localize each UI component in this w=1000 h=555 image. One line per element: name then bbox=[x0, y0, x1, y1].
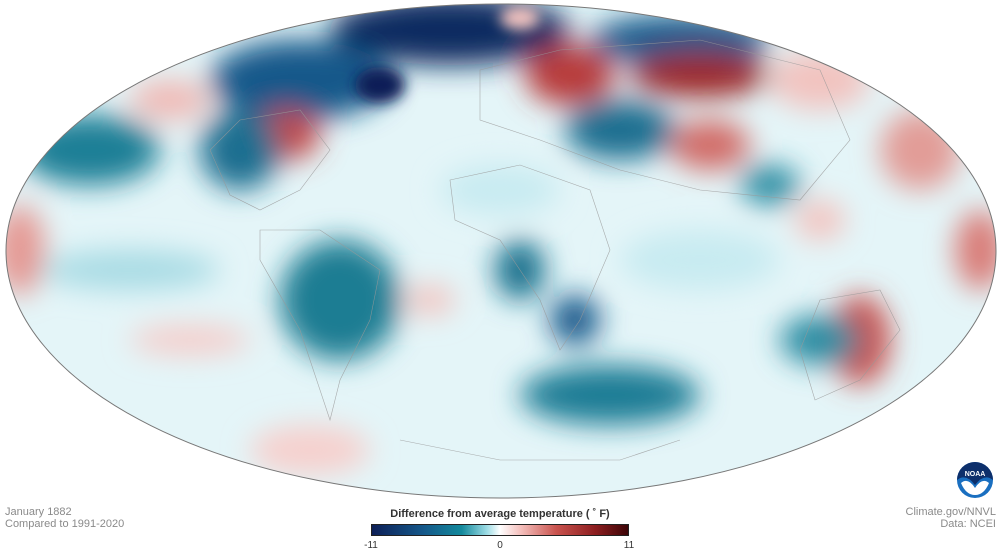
baseline-period: Compared to 1991-2020 bbox=[5, 518, 125, 530]
map-caption: January 1882 Compared to 1991-2020 bbox=[5, 506, 124, 530]
credits: Climate.gov/NNVL Data: NCEI bbox=[906, 506, 996, 530]
map-date: January 1882 bbox=[5, 506, 72, 518]
anomaly-field bbox=[6, 4, 996, 475]
temperature-anomaly-map bbox=[5, 3, 997, 499]
legend-min: -11 bbox=[364, 540, 378, 551]
legend-max: 11 bbox=[623, 540, 635, 551]
noaa-logo-text: NOAA bbox=[965, 471, 986, 478]
legend-mid: 0 bbox=[497, 540, 503, 551]
source-credit: Climate.gov/NNVL bbox=[905, 506, 996, 518]
country-borders bbox=[209, 39, 901, 461]
legend-colorbar bbox=[371, 524, 629, 536]
data-credit: Data: NCEI bbox=[940, 518, 996, 530]
globe-outline bbox=[5, 3, 997, 499]
noaa-logo: NOAA bbox=[957, 462, 993, 498]
legend-title: Difference from average temperature ( ˚ … bbox=[390, 508, 610, 520]
color-legend: Difference from average temperature ( ˚ … bbox=[364, 508, 634, 551]
